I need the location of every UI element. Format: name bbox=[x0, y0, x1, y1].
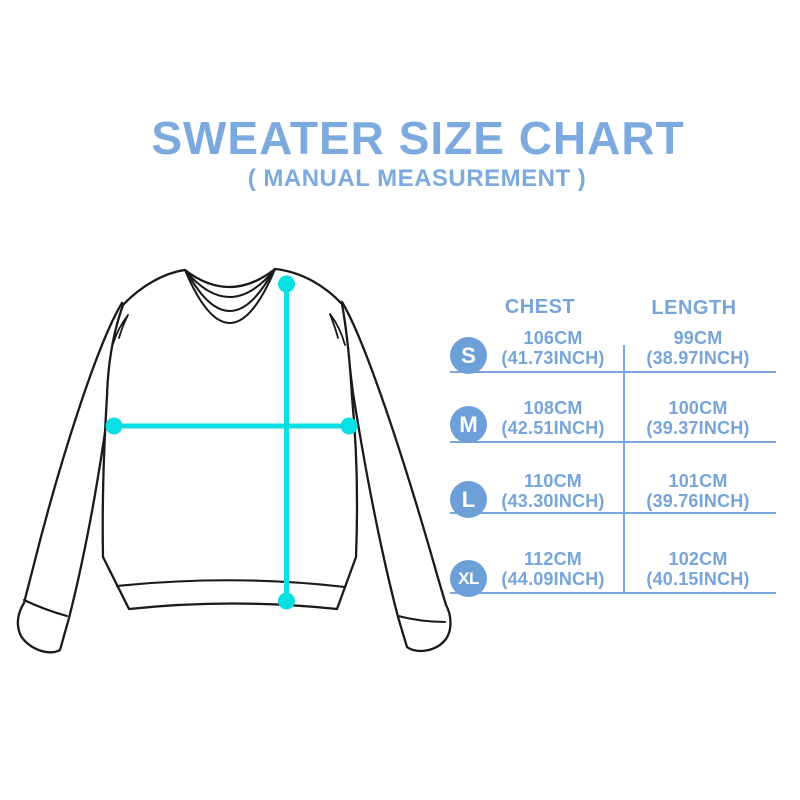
length-inch-value: (38.97INCH) bbox=[646, 348, 750, 368]
table-row: 108CM (42.51INCH) bbox=[483, 398, 623, 438]
table-row-divider bbox=[450, 592, 776, 594]
chest-cm-value: 112CM bbox=[523, 549, 583, 569]
length-cm-value: 100CM bbox=[668, 398, 728, 418]
left-cuff-line bbox=[22, 598, 69, 618]
table-row: 102CM (40.15INCH) bbox=[628, 549, 768, 589]
hem-band-line bbox=[115, 579, 347, 589]
collar-rib-arc bbox=[183, 267, 277, 299]
right-cuff-line bbox=[396, 614, 447, 624]
sweater-outline-icon bbox=[16, 267, 452, 654]
table-row: 99CM (38.97INCH) bbox=[628, 328, 768, 368]
chest-inch-value: (42.51INCH) bbox=[501, 418, 605, 438]
length-cm-value: 101CM bbox=[668, 471, 728, 491]
length-cm-value: 102CM bbox=[668, 549, 728, 569]
measure-dot bbox=[340, 417, 358, 435]
length-inch-value: (39.37INCH) bbox=[646, 418, 750, 438]
table-row: 112CM (44.09INCH) bbox=[483, 549, 623, 589]
chest-inch-value: (43.30INCH) bbox=[501, 491, 605, 511]
table-row: 110CM (43.30INCH) bbox=[483, 471, 623, 511]
table-column-divider bbox=[623, 345, 625, 594]
page-subtitle: ( MANUAL MEASUREMENT ) bbox=[247, 165, 587, 192]
table-row: 106CM (41.73INCH) bbox=[483, 328, 623, 368]
length-cm-value: 99CM bbox=[673, 328, 723, 348]
size-badge-l: L bbox=[450, 481, 487, 518]
right-armhole-seam bbox=[329, 313, 346, 346]
size-badge-xl: XL bbox=[450, 560, 487, 597]
column-header-chest: CHEST bbox=[504, 296, 576, 318]
table-row-divider bbox=[450, 441, 776, 443]
chest-inch-value: (44.09INCH) bbox=[501, 569, 605, 589]
page-title: SWEATER SIZE CHART bbox=[151, 112, 685, 164]
length-inch-value: (39.76INCH) bbox=[646, 491, 750, 511]
chest-cm-value: 108CM bbox=[523, 398, 583, 418]
collar-outer-arc bbox=[183, 267, 277, 325]
sweater-right-sleeve bbox=[338, 300, 452, 653]
left-armhole-seam bbox=[112, 314, 129, 345]
chest-cm-value: 106CM bbox=[523, 328, 583, 348]
measure-dot bbox=[278, 592, 295, 610]
table-row: 100CM (39.37INCH) bbox=[628, 398, 768, 438]
size-badge-m: M bbox=[450, 406, 487, 443]
length-inch-value: (40.15INCH) bbox=[646, 569, 750, 589]
measure-dot bbox=[278, 275, 295, 293]
column-header-length: LENGTH bbox=[651, 297, 737, 319]
collar-rib-arc bbox=[185, 269, 275, 312]
size-badge-s: S bbox=[450, 337, 487, 374]
chest-cm-value: 110CM bbox=[523, 471, 583, 491]
sweater-body-outline bbox=[101, 267, 359, 611]
table-row: 101CM (39.76INCH) bbox=[628, 471, 768, 511]
table-row-divider bbox=[450, 512, 776, 514]
measure-dot bbox=[105, 417, 123, 435]
table-row-divider bbox=[450, 371, 776, 373]
chest-inch-value: (41.73INCH) bbox=[501, 348, 605, 368]
